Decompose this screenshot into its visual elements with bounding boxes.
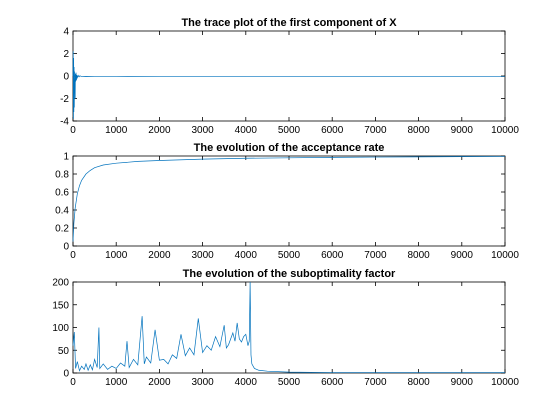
y-tick-label: -2	[60, 94, 69, 105]
x-tick-label: 6000	[321, 377, 344, 388]
x-tick-label: 10000	[491, 125, 519, 136]
x-tick-label: 4000	[235, 377, 258, 388]
chart-title: The evolution of the acceptance rate	[194, 142, 385, 154]
x-tick-label: 9000	[451, 125, 474, 136]
x-tick-label: 3000	[191, 125, 214, 136]
x-tick-label: 10000	[491, 377, 519, 388]
x-tick-label: 7000	[364, 250, 387, 261]
y-tick-label: 200	[52, 278, 69, 289]
y-tick-label: 4	[63, 27, 69, 38]
y-tick-label: -4	[60, 117, 69, 128]
x-tick-label: 3000	[191, 377, 214, 388]
y-tick-label: 2	[63, 49, 69, 60]
x-tick-label: 0	[70, 377, 76, 388]
x-tick-label: 9000	[451, 250, 474, 261]
x-tick-label: 4000	[235, 250, 258, 261]
y-tick-label: 100	[52, 323, 69, 334]
x-tick-label: 5000	[278, 377, 301, 388]
x-tick-label: 9000	[451, 377, 474, 388]
chart-title: The evolution of the suboptimality facto…	[183, 268, 396, 280]
x-tick-label: 3000	[191, 250, 214, 261]
x-tick-label: 4000	[235, 125, 258, 136]
x-tick-label: 8000	[407, 125, 430, 136]
y-tick-label: 0	[63, 369, 69, 380]
x-tick-label: 1000	[105, 377, 128, 388]
y-tick-label: 1	[63, 152, 69, 163]
y-tick-label: 0.2	[55, 224, 69, 235]
series-line	[72, 51, 505, 119]
x-tick-label: 8000	[407, 377, 430, 388]
x-tick-label: 8000	[407, 250, 430, 261]
x-tick-label: 7000	[364, 125, 387, 136]
y-tick-label: 0.8	[55, 170, 69, 181]
y-tick-label: 150	[52, 300, 69, 311]
series-line	[72, 156, 506, 242]
x-tick-label: 1000	[105, 125, 128, 136]
x-tick-label: 0	[70, 250, 76, 261]
x-tick-label: 5000	[278, 250, 301, 261]
subplot-1: The trace plot of the first component of…	[60, 17, 519, 136]
y-tick-label: 0	[63, 242, 69, 253]
y-tick-label: 50	[58, 346, 70, 357]
x-tick-label: 5000	[278, 125, 301, 136]
y-tick-label: 0.6	[55, 188, 69, 199]
subplot-3: The evolution of the suboptimality facto…	[52, 268, 519, 388]
x-tick-label: 2000	[148, 250, 171, 261]
x-tick-label: 6000	[321, 125, 344, 136]
y-tick-label: 0.4	[55, 206, 69, 217]
x-tick-label: 6000	[321, 250, 344, 261]
x-tick-label: 2000	[148, 377, 171, 388]
chart-title: The trace plot of the first component of…	[181, 17, 397, 29]
series-line	[72, 281, 505, 373]
x-tick-label: 1000	[105, 250, 128, 261]
y-tick-label: 0	[63, 72, 69, 83]
x-tick-label: 2000	[148, 125, 171, 136]
x-tick-label: 0	[70, 125, 76, 136]
x-tick-label: 7000	[364, 377, 387, 388]
x-tick-label: 10000	[491, 250, 519, 261]
